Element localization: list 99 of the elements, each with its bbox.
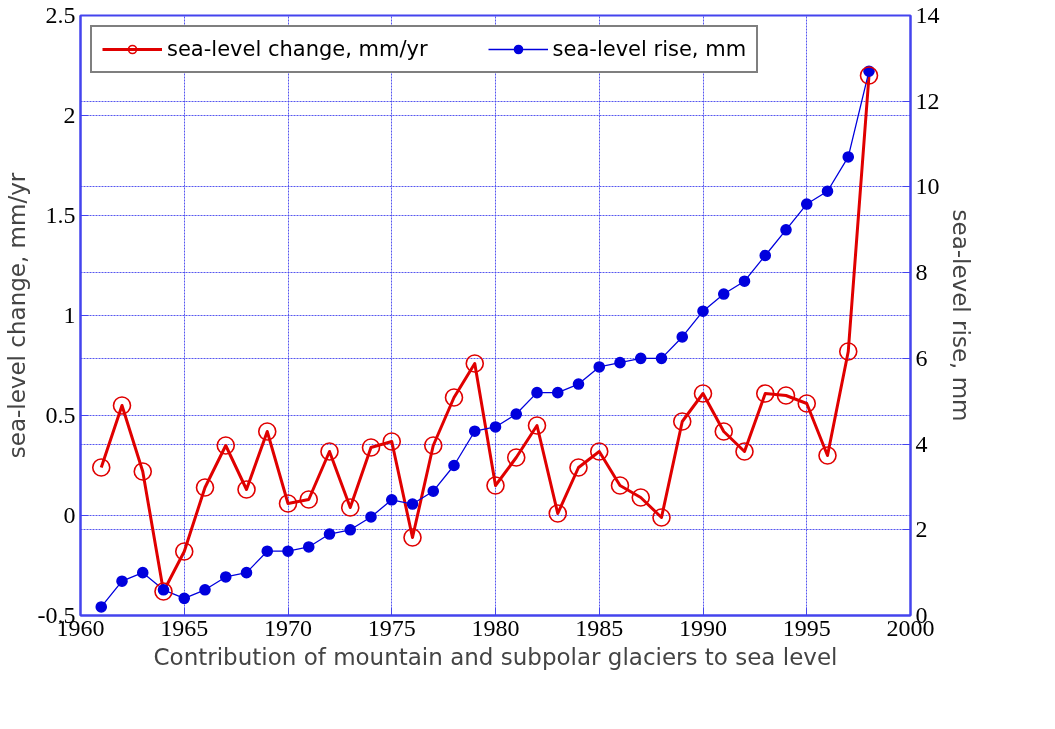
legend-label: sea-level change, mm/yr [167,37,428,61]
x-tick-label: 1970 [264,614,312,641]
point [738,275,751,287]
point [776,386,796,405]
point [382,432,402,451]
point [468,425,481,437]
y-tick-label: 1 [63,302,76,328]
x-tick-label: 1980 [471,614,520,641]
x-tick-label: 1965 [160,614,209,641]
point [323,528,336,540]
point [465,354,485,373]
point [842,151,855,163]
point [634,352,647,365]
point [614,356,626,369]
point [510,408,523,420]
y-axis-title: sea-level change, mm/yr [3,172,30,459]
point [572,378,585,390]
point [672,412,692,431]
point [136,566,149,579]
point [344,524,357,536]
point [282,545,294,557]
point [697,305,709,317]
point [406,498,419,510]
point [486,476,505,495]
point [154,582,173,601]
point [652,508,671,527]
point [506,448,526,467]
point [448,459,460,472]
point [423,436,443,455]
y-tick-label: 2 [63,102,76,128]
y2-tick-label: 10 [915,173,940,200]
point [365,511,377,523]
x-tick-label: 1985 [575,614,624,641]
point [216,436,236,455]
y2-tick-label: 2 [915,516,928,543]
y2-axis-title: sea-level rise, mm [947,209,974,422]
point [780,224,792,236]
point [859,66,879,85]
point [593,361,606,373]
point [240,566,253,579]
point [714,422,734,441]
point [95,601,108,613]
point [527,416,547,435]
y2-tick-label: 6 [915,344,928,371]
point [531,386,543,399]
point [91,458,111,477]
y2-tick-label: 14 [915,2,940,28]
x-axis-title: Contribution of mountain and subpolar glaciers to sea level [153,643,838,670]
x-tick-label: 1990 [679,614,727,641]
point [302,541,315,553]
point [489,421,502,433]
y-tick-label: 0 [63,502,76,528]
y-tick-label: 1.5 [45,202,76,228]
point [178,592,191,605]
point [569,458,588,477]
point [589,442,609,461]
point [818,446,837,465]
point [610,476,630,495]
point [444,388,464,407]
point [385,494,398,506]
point [340,498,360,517]
y2-tick-label: 8 [915,259,928,286]
point [116,575,128,587]
point [797,394,817,413]
point [551,386,564,399]
point [631,488,651,507]
point [759,249,772,262]
x-tick-label: 1975 [367,614,416,641]
y2-tick-label: 4 [915,430,928,457]
point [427,485,440,497]
y-tick-label: 0.5 [45,402,76,428]
point [655,352,668,365]
y2-tick-label: 12 [915,87,940,114]
point [133,462,153,481]
point [548,504,568,523]
x-tick-label: 1995 [782,614,831,641]
point [199,584,211,596]
point [219,571,232,583]
point [320,442,339,461]
point [403,528,422,547]
point [693,384,713,403]
point [174,542,194,561]
point [261,545,274,557]
point [195,478,215,497]
point [257,422,277,441]
point [278,494,298,513]
y-tick-label: 2.5 [45,2,76,28]
point [735,442,754,461]
point [112,396,132,415]
point [717,288,730,300]
point [755,384,775,403]
point [821,185,834,197]
point [361,438,381,457]
legend-label: sea-level rise, mm [552,37,747,61]
point [237,480,256,499]
point [676,331,689,343]
point [838,342,858,361]
point [299,490,319,509]
point [800,198,813,210]
